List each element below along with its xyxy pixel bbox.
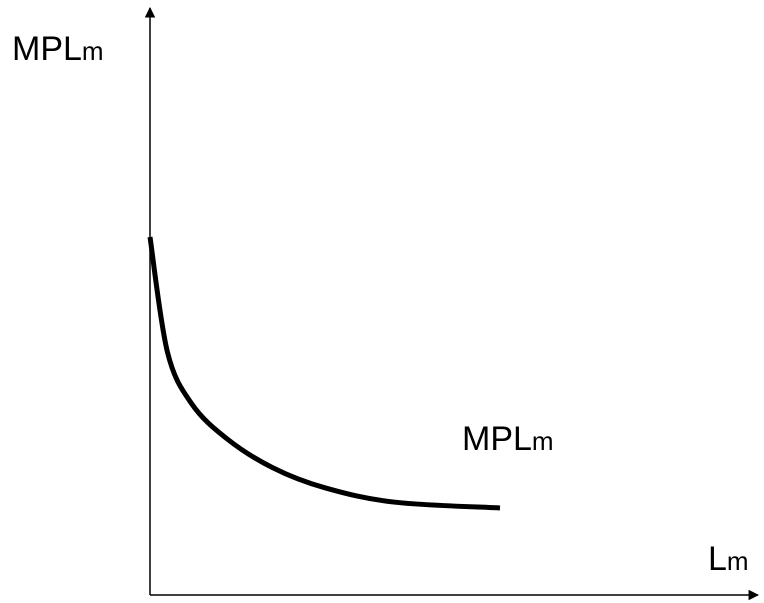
mpl-curve [147,236,501,511]
curve-label: MPLm [462,420,554,458]
x-axis-label: Lm [708,540,749,578]
y-axis-label: MPLm [12,30,104,68]
